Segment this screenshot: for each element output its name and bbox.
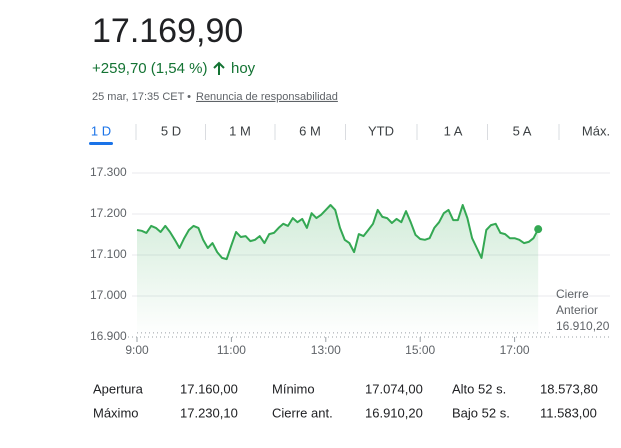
stat-label: Bajo 52 s. [452, 405, 510, 420]
area [137, 205, 539, 337]
tab[interactable]: 5 A [513, 123, 532, 138]
tab-indicator [89, 142, 113, 145]
y-tick-label: 17.100 [90, 247, 127, 261]
stat-label: Alto 52 s. [452, 381, 506, 396]
previous-close-label: Anterior [556, 303, 598, 317]
x-tick-label: 17:00 [500, 343, 530, 357]
stat-label: Mínimo [272, 381, 315, 396]
stat-label: Apertura [93, 381, 144, 396]
timestamp: 25 mar, 17:35 CET • [92, 91, 191, 103]
y-tick-label: 17.200 [90, 206, 127, 220]
y-tick-label: 17.300 [90, 165, 127, 179]
x-tick-label: 11:00 [217, 343, 246, 357]
x-tick-label: 9:00 [125, 343, 149, 357]
tab[interactable]: YTD [368, 123, 394, 138]
last-point [534, 225, 543, 234]
x-tick-label: 13:00 [311, 343, 341, 357]
tab[interactable]: 5 D [161, 123, 181, 138]
tab[interactable]: 6 M [299, 123, 321, 138]
stat-value: 17.074,00 [365, 381, 423, 396]
previous-close-label: 16.910,20 [556, 319, 610, 333]
tab[interactable]: 1 M [229, 123, 251, 138]
stat-value: 11.583,00 [540, 405, 597, 420]
period: hoy [231, 60, 256, 77]
tab[interactable]: Máx. [582, 123, 610, 138]
previous-close-label: Cierre [556, 287, 589, 301]
stat-label: Cierre ant. [272, 405, 333, 420]
tab[interactable]: 1 A [444, 123, 463, 138]
stat-value: 18.573,80 [540, 381, 598, 396]
change: +259,70 (1,54 %) [92, 60, 208, 77]
y-tick-label: 16.900 [90, 329, 127, 343]
stat-value: 16.910,20 [365, 405, 423, 420]
stat-label: Máximo [93, 405, 139, 420]
y-tick-label: 17.000 [90, 288, 127, 302]
stat-value: 17.230,10 [180, 405, 238, 420]
disclaimer-link[interactable]: Renuncia de responsabilidad [196, 91, 338, 103]
x-tick-label: 15:00 [405, 343, 435, 357]
up-arrow [213, 61, 225, 75]
price: 17.169,90 [92, 12, 243, 50]
line [136, 204, 540, 261]
stat-value: 17.160,00 [180, 381, 238, 396]
tab[interactable]: 1 D [91, 123, 111, 138]
